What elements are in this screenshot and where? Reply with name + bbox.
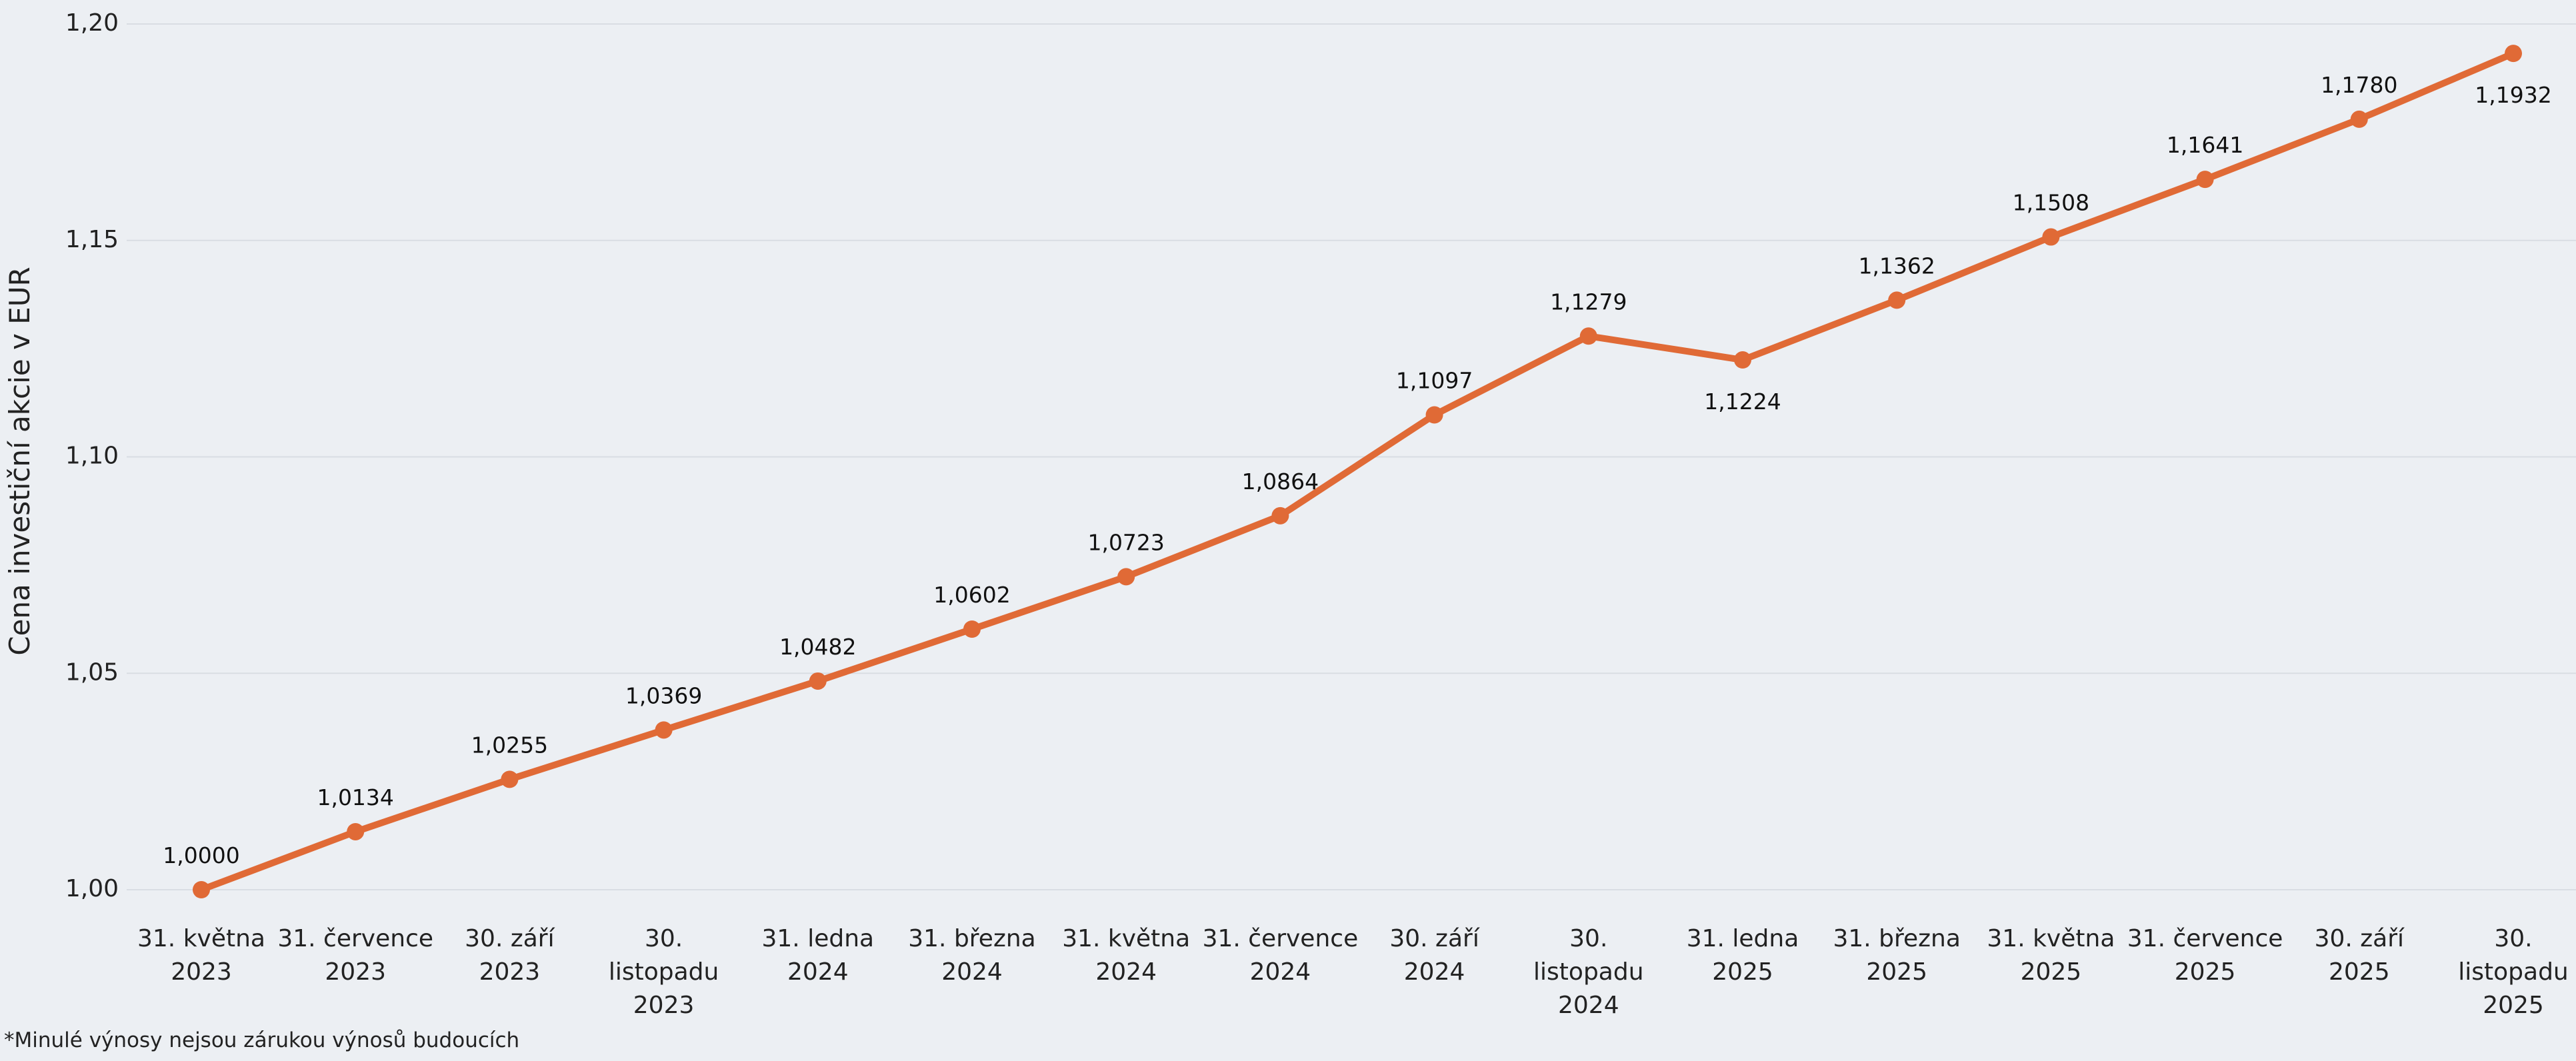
data-label: 1,0134: [317, 784, 393, 810]
series-line: [198, 50, 2517, 893]
data-point[interactable]: [1888, 291, 1906, 309]
x-tick-label: 30. září 2023: [465, 925, 555, 986]
data-label: 1,1641: [2167, 132, 2243, 158]
data-point[interactable]: [2505, 45, 2522, 63]
x-tick-label: 30. listopadu 2024: [1533, 925, 1643, 1019]
x-tick-label: 30. září 2024: [1389, 925, 1479, 986]
data-point[interactable]: [963, 620, 981, 638]
x-tick-label: 31. července 2024: [1203, 925, 1359, 986]
data-point[interactable]: [1117, 568, 1135, 586]
data-point[interactable]: [2042, 228, 2060, 246]
data-label: 1,1362: [1858, 253, 1935, 279]
data-label: 1,0723: [1087, 529, 1164, 555]
x-tick-label: 30. listopadu 2023: [609, 925, 719, 1019]
data-point[interactable]: [1579, 327, 1597, 345]
data-label: 1,1279: [1550, 289, 1627, 315]
data-label: 1,0864: [1242, 469, 1319, 495]
y-tick-label: 1,15: [65, 226, 119, 253]
y-tick-label: 1,10: [65, 443, 119, 470]
y-tick-label: 1,00: [65, 875, 119, 902]
y-tick-label: 1,20: [65, 9, 119, 37]
data-label: 1,0602: [933, 582, 1010, 608]
data-point[interactable]: [193, 881, 210, 898]
data-point[interactable]: [2196, 171, 2214, 189]
data-labels: 1,0000 1,0134 1,0255 1,0369 1,0482 1,0602 1,07…: [163, 72, 2551, 868]
x-tick-label: 31. července 2023: [277, 925, 433, 986]
x-tick-label: 31. května 2024: [1062, 925, 1190, 986]
x-tick-label: 31. července 2025: [2127, 925, 2283, 986]
data-point[interactable]: [2350, 110, 2368, 128]
data-point[interactable]: [1271, 507, 1289, 525]
data-point[interactable]: [347, 822, 365, 840]
data-point[interactable]: [809, 672, 827, 690]
data-label: 1,1780: [2321, 72, 2397, 98]
series-line-group: [198, 50, 2517, 893]
data-point[interactable]: [1734, 351, 1751, 369]
data-label: 1,0255: [471, 732, 548, 758]
data-label: 1,0369: [625, 682, 702, 708]
y-tick-label: 1,05: [65, 658, 119, 686]
y-axis-title: Cena investiční akcie v EUR: [3, 267, 36, 655]
data-point[interactable]: [501, 770, 519, 788]
grid: [127, 23, 2576, 890]
data-label: 1,1508: [2013, 190, 2089, 216]
data-label: 1,0482: [779, 634, 856, 660]
data-label: 1,0000: [163, 842, 239, 868]
x-tick-label: 30. září 2025: [2315, 925, 2405, 986]
x-tick-label: 31. května 2023: [137, 925, 265, 986]
footnote: *Minulé výnosy nejsou zárukou výnosů bud…: [4, 1028, 520, 1052]
x-tick-label: 31. ledna 2024: [762, 925, 875, 986]
data-label: 1,1097: [1396, 367, 1473, 393]
x-tick-label: 30. listopadu 2025: [2458, 925, 2568, 1019]
y-axis-ticks: 1,00 1,05 1,10 1,15 1,20: [65, 9, 119, 902]
data-point[interactable]: [655, 721, 673, 739]
x-tick-label: 31. května 2025: [1987, 925, 2115, 986]
x-tick-label: 31. března 2024: [908, 925, 1035, 986]
data-label: 1,1932: [2475, 82, 2551, 108]
x-tick-label: 31. ledna 2025: [1687, 925, 1799, 986]
data-points: [193, 45, 2522, 898]
data-point[interactable]: [1425, 406, 1443, 424]
data-label: 1,1224: [1704, 389, 1781, 415]
x-tick-label: 31. března 2025: [1833, 925, 1960, 986]
